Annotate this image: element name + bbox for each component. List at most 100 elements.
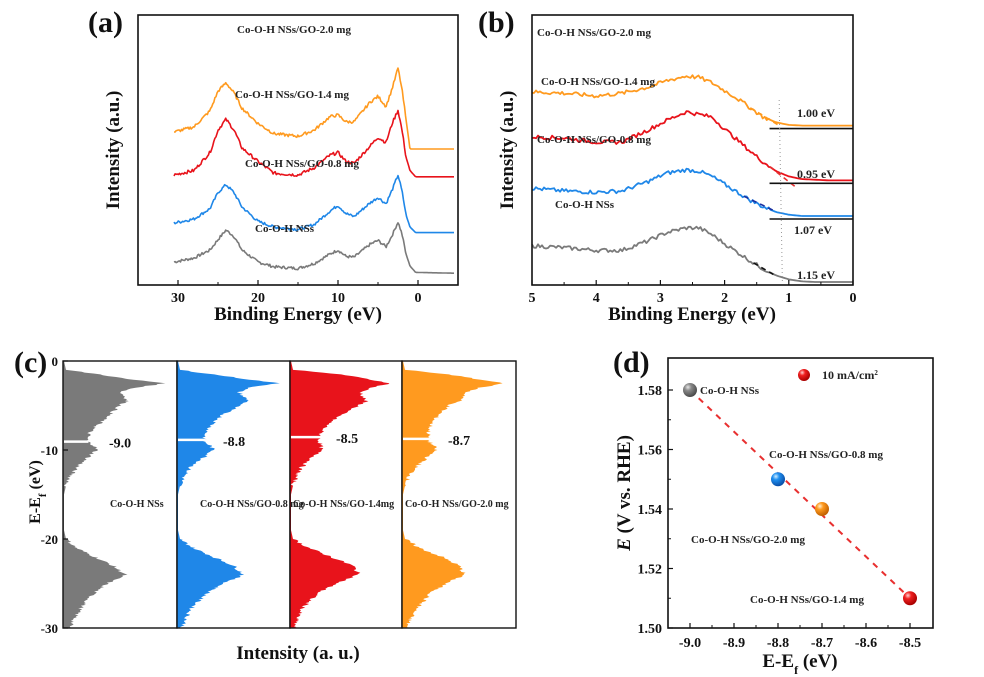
x-tick-label: 2 bbox=[721, 291, 728, 306]
onset-label: 1.00 eV bbox=[797, 106, 835, 120]
y-tick-label: 1.58 bbox=[638, 384, 663, 399]
point-co-o-h-nss-go-0-8-mg bbox=[771, 472, 785, 487]
panel-d-y-axis-title-rest: (V vs. RHE) bbox=[614, 435, 635, 538]
panel-b-frame bbox=[531, 14, 854, 286]
panel-d-frame bbox=[667, 357, 934, 629]
x-tick-label: 5 bbox=[529, 291, 536, 306]
d-band-center-label: -9.0 bbox=[109, 437, 131, 452]
panel-b-letter: (b) bbox=[478, 6, 515, 39]
panel-d-x-axis-title-sub: f bbox=[794, 663, 799, 677]
x-tick-label: 0 bbox=[415, 291, 422, 306]
dos-panel-co-o-h-nss-go-1-4mg: -8.5 Co-O-H NSs/GO-1.4mg bbox=[289, 360, 403, 629]
series-line-co-o-h-nss-go-1-4-mg bbox=[531, 110, 853, 182]
d-band-center-label: -8.8 bbox=[223, 435, 245, 450]
point-label-co-o-h-nss-go-0-8-mg: Co-O-H NSs/GO-0.8 mg bbox=[769, 449, 883, 461]
onset-guide-line bbox=[778, 99, 783, 284]
legend-label-sup: 2 bbox=[874, 369, 878, 377]
point-co-o-h-nss bbox=[683, 383, 697, 397]
panel-d-points bbox=[683, 383, 917, 606]
series-line-co-o-h-nss bbox=[173, 222, 454, 274]
series-line-co-o-h-nss-go-2-0-mg bbox=[531, 74, 853, 127]
legend-marker bbox=[798, 369, 810, 381]
panel-d-ticks: -9.0 -8.9 -8.8 -8.7 -8.6 -8.5 1.50 1.52 1.54 1.56… bbox=[638, 384, 922, 651]
series-label-co-o-h-nss-go-1-4-mg: Co-O-H NSs/GO-1.4 mg bbox=[235, 89, 349, 101]
y-tick-label: 0 bbox=[52, 354, 59, 369]
panel-c-dos-panels: -9.0Co-O-H NSs-8.8Co-O-H NSs/GO-0.8 mg-8… bbox=[62, 360, 517, 629]
series-label-co-o-h-nss: Co-O-H NSs bbox=[255, 223, 315, 235]
x-tick-label: 4 bbox=[593, 291, 600, 306]
onset-fit-co-o-h-nss-go-2-0-mg bbox=[749, 107, 780, 127]
panel-a-x-ticks: 30 20 10 0 bbox=[171, 280, 422, 306]
onset-label: 1.07 eV bbox=[794, 223, 832, 237]
panel-a-x-axis-title: Binding Energy (eV) bbox=[214, 304, 382, 325]
x-tick-label: 1 bbox=[785, 291, 792, 306]
fit-line bbox=[689, 389, 911, 599]
x-tick-label: 10 bbox=[331, 291, 345, 306]
panel-c-y-axis-title: E-Ef (eV) bbox=[27, 460, 49, 524]
dos-panel-co-o-h-nss-go-0-8-mg: -8.8 Co-O-H NSs/GO-0.8 mg bbox=[176, 360, 304, 629]
panel-c: (c) -9.0 Co-O-H NSs -8.8 Co-O-H NSs/GO-0.8 … bbox=[14, 346, 517, 664]
panel-d-y-axis-title-italic: E bbox=[614, 538, 635, 552]
point-label-co-o-h-nss: Co-O-H NSs bbox=[700, 385, 760, 397]
x-tick-label: -9.0 bbox=[679, 636, 701, 651]
panel-d-legend: 10 mA/cm2 bbox=[798, 368, 878, 382]
panel-b-x-axis-title: Binding Energy (eV) bbox=[608, 304, 776, 325]
series-line-co-o-h-nss-go-1-4-mg bbox=[173, 109, 454, 178]
legend-label-main: 10 mA/cm bbox=[822, 368, 874, 382]
panel-a-letter: (a) bbox=[88, 6, 123, 39]
onset-label: 0.95 eV bbox=[797, 167, 835, 181]
dos-fill-co-o-h-nss bbox=[63, 361, 166, 628]
panel-b-x-ticks: 5 4 3 2 1 0 bbox=[529, 280, 857, 306]
panel-c-letter: (c) bbox=[14, 346, 47, 379]
x-tick-label: -8.8 bbox=[767, 636, 789, 651]
dos-panel-frame bbox=[401, 360, 517, 629]
onset-label: 1.15 eV bbox=[797, 268, 835, 282]
point-co-o-h-nss-go-2-0-mg bbox=[815, 502, 829, 516]
panel-d-y-axis-title: E (V vs. RHE) bbox=[614, 435, 635, 552]
panel-a-annotations: Co-O-H NSs/GO-2.0 mg Co-O-H NSs/GO-1.4 mg… bbox=[235, 24, 359, 235]
d-band-center-label: -8.5 bbox=[336, 432, 358, 447]
y-tick-label: -20 bbox=[41, 532, 58, 547]
x-tick-label: 3 bbox=[657, 291, 664, 306]
panel-a-y-axis-title: Intensity (a.u.) bbox=[103, 91, 124, 210]
x-tick-label: 20 bbox=[251, 291, 265, 306]
y-tick-label: -10 bbox=[41, 443, 58, 458]
panel-d-fit-line bbox=[689, 389, 911, 599]
x-tick-label: -8.5 bbox=[899, 636, 921, 651]
point-label-co-o-h-nss-go-2-0-mg: Co-O-H NSs/GO-2.0 mg bbox=[691, 534, 805, 546]
point-label-co-o-h-nss-go-1-4-mg: Co-O-H NSs/GO-1.4 mg bbox=[750, 594, 864, 606]
x-tick-label: -8.7 bbox=[811, 636, 833, 651]
onset-fit-co-o-h-nss-go-0-8-mg bbox=[743, 195, 777, 213]
panel-c-y-axis-title-unit: (eV) bbox=[27, 460, 44, 493]
d-band-center-label: -8.7 bbox=[448, 434, 470, 449]
panel-c-x-axis-title: Intensity (a. u.) bbox=[236, 643, 360, 664]
panel-label-co-o-h-nss-go-1-4mg: Co-O-H NSs/GO-1.4mg bbox=[293, 499, 394, 510]
panel-d-x-axis-title-unit: (eV) bbox=[798, 651, 838, 672]
x-tick-label: 30 bbox=[171, 291, 185, 306]
panel-d-x-axis-title-main: E-E bbox=[762, 651, 794, 672]
dos-fill-co-o-h-nss-go-1-4mg bbox=[290, 361, 390, 628]
panel-b-series bbox=[531, 74, 853, 283]
panel-label-co-o-h-nss: Co-O-H NSs bbox=[110, 499, 164, 510]
panel-label-co-o-h-nss-go-0-8-mg: Co-O-H NSs/GO-0.8 mg bbox=[200, 499, 304, 510]
panel-b-onset-fits bbox=[743, 99, 853, 284]
series-line-co-o-h-nss-go-0-8-mg bbox=[531, 167, 853, 217]
panel-label-co-o-h-nss-go-2-0-mg: Co-O-H NSs/GO-2.0 mg bbox=[405, 499, 509, 510]
y-tick-label: -30 bbox=[41, 621, 58, 636]
dos-panel-co-o-h-nss-go-2-0-mg: -8.7 Co-O-H NSs/GO-2.0 mg bbox=[401, 360, 517, 629]
series-label-co-o-h-nss-go-0-8-mg: Co-O-H NSs/GO-0.8 mg bbox=[245, 158, 359, 170]
panel-a-frame bbox=[137, 14, 459, 286]
series-line-co-o-h-nss-go-0-8-mg bbox=[173, 174, 454, 234]
y-tick-label: 1.52 bbox=[638, 563, 663, 578]
series-label-co-o-h-nss: Co-O-H NSs bbox=[555, 199, 615, 211]
dos-fill-co-o-h-nss-go-0-8-mg bbox=[177, 361, 280, 628]
point-co-o-h-nss-go-1-4-mg bbox=[903, 591, 917, 606]
panel-c-y-ticks: 0 -10 -20 -30 bbox=[41, 354, 68, 636]
y-tick-label: 1.50 bbox=[638, 622, 663, 637]
legend-label: 10 mA/cm2 bbox=[822, 368, 878, 382]
dos-panel-co-o-h-nss: -9.0 Co-O-H NSs bbox=[62, 360, 178, 629]
series-label-co-o-h-nss-go-2-0-mg: Co-O-H NSs/GO-2.0 mg bbox=[237, 24, 351, 36]
panel-b-annotations: Co-O-H NSs/GO-2.0 mg Co-O-H NSs/GO-1.4 mg… bbox=[537, 27, 835, 282]
x-tick-label: -8.9 bbox=[723, 636, 745, 651]
